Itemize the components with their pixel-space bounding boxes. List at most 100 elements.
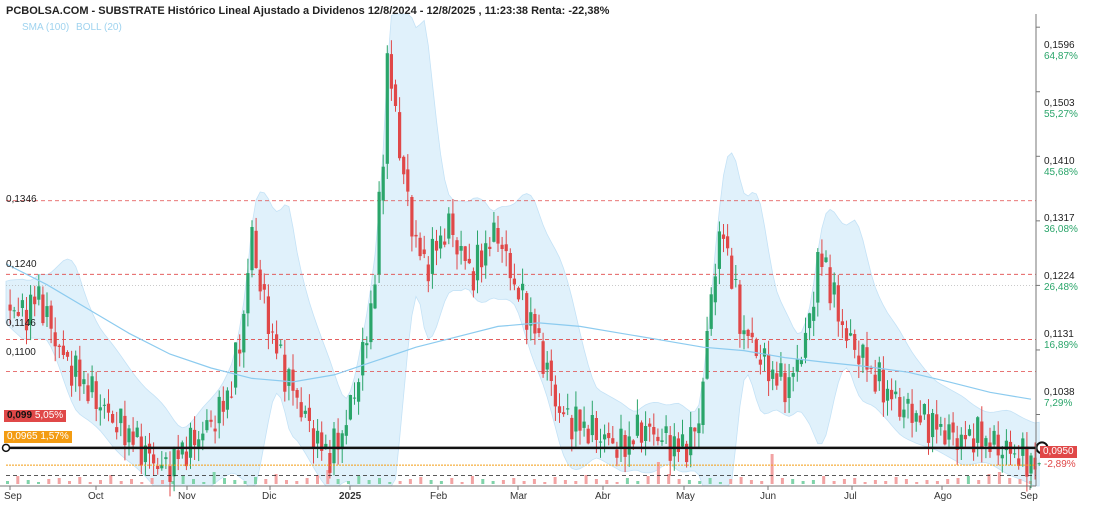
volume-bar: [532, 479, 536, 484]
volume-bar: [791, 479, 795, 484]
volume-bar: [140, 482, 144, 484]
candle-body: [422, 249, 426, 255]
candle-body: [512, 278, 516, 285]
candle-body: [8, 304, 12, 311]
candle-body: [209, 419, 213, 422]
candle-body: [266, 296, 270, 334]
volume-bar: [470, 476, 474, 484]
candle-body: [70, 365, 74, 386]
candle-body: [840, 321, 844, 325]
candle-body: [418, 237, 422, 257]
volume-bar: [966, 476, 970, 484]
candle-body: [767, 354, 771, 382]
candle-body: [316, 430, 320, 444]
level-label: 0,1240: [6, 259, 37, 270]
volume-bar: [254, 477, 257, 484]
candle-body: [115, 427, 119, 433]
candle-body: [496, 228, 500, 244]
volume-bar: [687, 480, 691, 484]
volume-bar: [347, 481, 350, 484]
volume-bar: [615, 482, 619, 484]
volume-bar: [512, 478, 516, 484]
candle-body: [996, 434, 1000, 456]
candle-body: [566, 408, 570, 410]
candle-body: [328, 453, 332, 473]
candle-body: [820, 253, 824, 267]
y-tick: 0,1410 45,68%: [1044, 156, 1078, 178]
candle-body: [799, 359, 803, 365]
candle-body: [553, 384, 557, 407]
candle-body: [594, 418, 598, 440]
candle-body: [955, 438, 959, 450]
candle-body: [947, 424, 951, 440]
candle-body: [795, 359, 799, 372]
x-tick: Jun: [760, 491, 777, 502]
candle-body: [49, 305, 53, 329]
indicator-legend[interactable]: SMA (100) BOLL (20): [22, 22, 126, 33]
candle-body: [939, 424, 943, 427]
candle-body: [451, 213, 455, 235]
candle-body: [545, 362, 549, 370]
candle-body: [455, 240, 459, 255]
volume-bar: [718, 482, 722, 484]
candle-body: [143, 445, 147, 463]
boll-legend[interactable]: BOLL (20): [76, 22, 122, 33]
volume-bar: [16, 476, 20, 484]
x-tick: May: [676, 491, 695, 502]
volume-bar: [811, 480, 815, 484]
candle-body: [324, 443, 328, 448]
candle-body: [82, 379, 86, 385]
volume-bar: [636, 481, 640, 484]
volume-bar: [202, 482, 206, 484]
candle-body: [61, 345, 65, 355]
volume-bar: [6, 481, 9, 484]
candle-body: [918, 415, 922, 423]
candle-body: [500, 244, 504, 249]
volume-bar: [760, 481, 764, 484]
candle-body: [873, 374, 877, 392]
volume-bar: [439, 481, 443, 484]
candle-body: [258, 269, 262, 292]
candle-body: [65, 352, 70, 357]
volume-bar: [99, 480, 102, 484]
volume-bar: [904, 479, 908, 484]
candle-body: [549, 360, 553, 381]
candle-body: [812, 306, 816, 321]
volume-bar: [656, 462, 660, 484]
volume-bar: [305, 478, 309, 484]
candle-body: [119, 408, 123, 424]
candle-body: [631, 440, 635, 445]
candle-body: [652, 427, 656, 435]
volume-bar: [47, 479, 51, 484]
candle-body: [717, 231, 721, 269]
volume-bar: [553, 477, 557, 484]
candle-body: [242, 313, 246, 353]
candle-body: [619, 428, 623, 449]
candle-body: [828, 267, 832, 304]
volume-bar: [698, 481, 702, 484]
candle-body: [279, 344, 283, 346]
candle-body: [102, 404, 106, 406]
y-tick: 0,1038 7,29%: [1044, 387, 1075, 409]
y-tick: 0,1503 55,27%: [1044, 98, 1078, 120]
candle-body: [352, 397, 357, 399]
candle-body: [902, 409, 906, 418]
candle-body: [516, 287, 521, 300]
candle-body: [1004, 440, 1008, 451]
candle-body: [734, 279, 738, 280]
sma-legend[interactable]: SMA (100): [22, 22, 70, 33]
x-tick: Feb: [430, 491, 448, 502]
candle-body: [201, 433, 205, 441]
candle-body: [943, 430, 947, 445]
candle-body: [705, 331, 709, 379]
candle-body: [656, 436, 660, 442]
candle-body: [721, 234, 726, 239]
candle-body: [861, 344, 865, 358]
volume-bar: [863, 482, 867, 484]
volume-bar: [1008, 478, 1012, 484]
candle-body: [365, 343, 369, 346]
volume-bar: [212, 472, 216, 484]
volume-bar: [419, 477, 423, 484]
level-label: 0,1146: [6, 318, 36, 329]
